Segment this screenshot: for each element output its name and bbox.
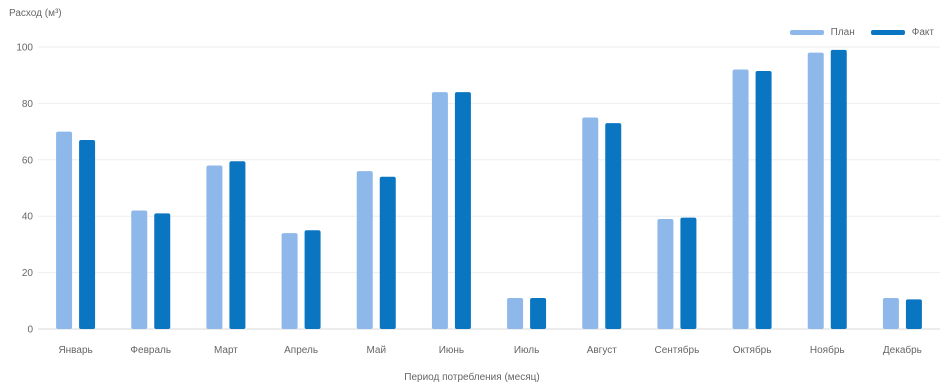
x-tick-label: Ноябрь — [810, 344, 845, 356]
legend-item-fact[interactable]: Факт — [870, 27, 934, 38]
bar-fact — [229, 161, 246, 329]
bar-plan — [732, 69, 749, 329]
bar-plan — [56, 131, 73, 329]
x-tick-label: Декабрь — [883, 344, 922, 356]
legend-label-plan: План — [830, 27, 855, 38]
x-tick-label: Июнь — [439, 345, 464, 356]
y-tick-label: 100 — [16, 43, 33, 54]
bar-plan — [356, 171, 373, 329]
x-tick-label: Март — [214, 345, 238, 356]
bar-fact — [530, 297, 547, 329]
x-tick-label: Апрель — [284, 345, 318, 356]
bar-fact — [605, 123, 622, 329]
bar-fact — [154, 213, 171, 329]
y-tick-label: 20 — [22, 268, 34, 279]
bar-fact — [379, 176, 396, 329]
bar-fact — [830, 49, 847, 329]
bar-plan — [507, 297, 524, 329]
bar-plan — [281, 233, 298, 329]
legend: План Факт — [789, 27, 934, 38]
y-tick-label: 40 — [22, 212, 34, 223]
y-tick-label: 0 — [27, 325, 33, 336]
x-tick-label: Январь — [58, 345, 92, 356]
bar-fact — [304, 230, 321, 329]
bar-plan — [131, 210, 148, 329]
legend-swatch-plan — [789, 30, 824, 35]
x-tick-label: Июль — [514, 345, 540, 356]
bar-fact — [454, 92, 471, 330]
bar-plan — [657, 219, 674, 329]
legend-swatch-fact — [870, 30, 905, 35]
y-tick-label: 60 — [22, 155, 34, 166]
bar-plan — [431, 92, 448, 330]
bar-plan — [882, 297, 899, 329]
bar-plan — [807, 52, 824, 329]
bar-fact — [680, 217, 697, 329]
bar-plan — [582, 117, 599, 329]
bar-fact — [755, 70, 772, 329]
x-tick-label: Февраль — [130, 345, 171, 356]
x-tick-label: Май — [366, 345, 386, 356]
bar-fact — [79, 140, 96, 329]
x-tick-label: Август — [587, 345, 618, 356]
x-tick-label: Октябрь — [733, 344, 772, 356]
x-axis-label: Период потребления (месяц) — [404, 372, 540, 383]
x-tick-label: Сентябрь — [655, 344, 700, 356]
bar-plan — [206, 165, 223, 329]
legend-item-plan[interactable]: План — [789, 27, 855, 38]
y-axis-label: Расход (м³) — [9, 8, 62, 19]
y-tick-label: 80 — [22, 99, 34, 110]
legend-label-fact: Факт — [911, 27, 934, 38]
bar-fact — [905, 299, 922, 329]
